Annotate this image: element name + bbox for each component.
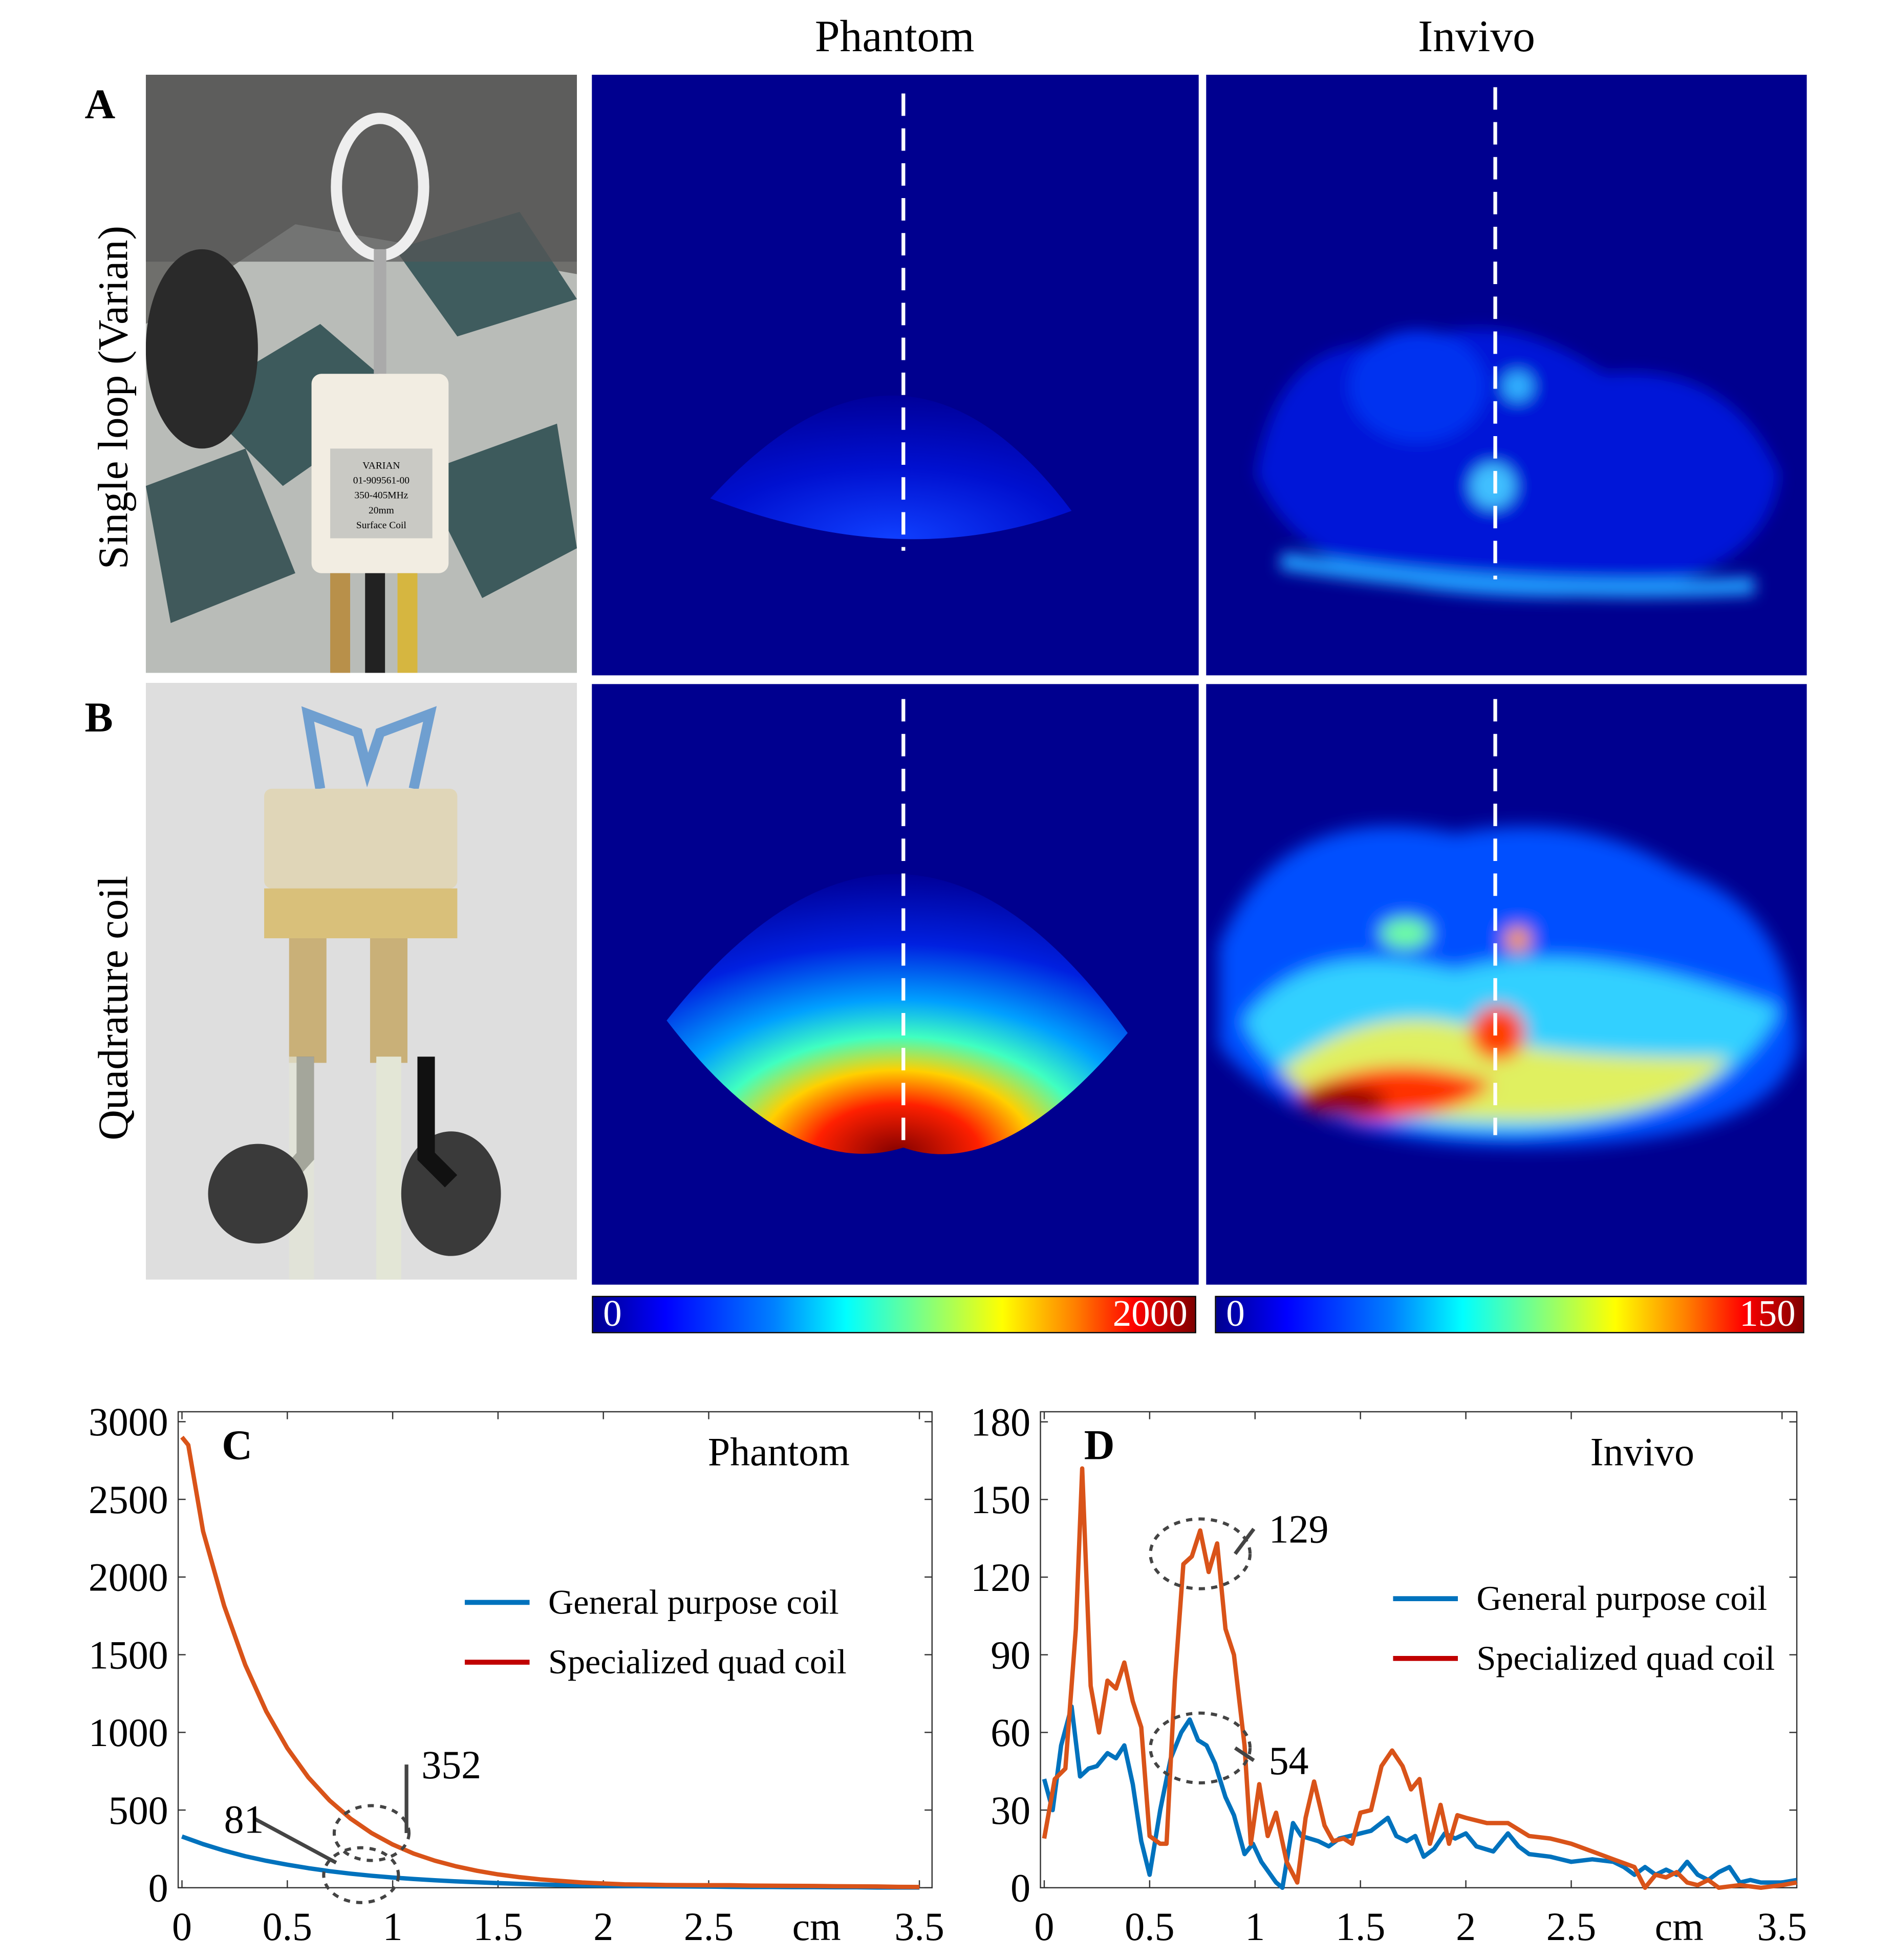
x-tick-label: 2.5 xyxy=(684,1905,734,1949)
x-axis-label: cm xyxy=(792,1905,841,1949)
y-tick-label: 500 xyxy=(109,1789,168,1833)
column-header-phantom: Phantom xyxy=(814,11,975,61)
series-line-general-coil xyxy=(1042,1704,1797,1890)
x-tick-label: 1 xyxy=(383,1905,403,1949)
coil-label-line: VARIAN xyxy=(362,460,400,471)
y-tick-label: 2500 xyxy=(89,1478,168,1522)
panel-letter-b: B xyxy=(84,695,113,742)
annotation-arrow xyxy=(254,1817,337,1865)
colorbar-invivo: 0 150 xyxy=(1215,1293,1804,1335)
legend-label: Specialized quad coil xyxy=(1477,1639,1775,1677)
coil-label-line: Surface Coil xyxy=(356,520,406,531)
plot-frame xyxy=(1040,1411,1798,1889)
panel-letter-a: A xyxy=(84,82,116,128)
chart-title: Invivo xyxy=(1590,1430,1694,1474)
coil-label-line: 350-405MHz xyxy=(354,490,408,501)
x-tick-label: 3.5 xyxy=(1757,1905,1807,1949)
map-phantom-single-loop xyxy=(592,75,1199,676)
x-tick-label: 2.5 xyxy=(1546,1905,1596,1949)
y-tick-label: 0 xyxy=(148,1866,168,1910)
annotation-value: 81 xyxy=(224,1797,264,1841)
annotation-ellipse xyxy=(332,1804,411,1862)
column-header-invivo: Invivo xyxy=(1418,11,1535,61)
photo-single-loop-coil: VARIAN 01-909561-00 350-405MHz 20mm Surf… xyxy=(145,75,577,673)
y-tick-label: 1500 xyxy=(89,1633,168,1677)
x-tick-label: 0.5 xyxy=(263,1905,312,1949)
annotation-arrow xyxy=(1233,1527,1256,1555)
legend-label: Specialized quad coil xyxy=(548,1642,847,1681)
photo-quadrature-coil xyxy=(145,682,577,1280)
map-phantom-quadrature xyxy=(592,684,1199,1285)
y-tick-label: 180 xyxy=(971,1400,1030,1444)
y-tick-label: 120 xyxy=(971,1556,1030,1600)
annotation-value: 54 xyxy=(1269,1739,1309,1783)
x-tick-label: 0.5 xyxy=(1125,1905,1174,1949)
colorbar-min: 0 xyxy=(603,1293,622,1335)
chart-title: Phantom xyxy=(708,1430,850,1474)
x-axis-label: cm xyxy=(1655,1905,1704,1949)
series-line-quad-coil xyxy=(1042,1466,1797,1890)
y-tick-label: 1000 xyxy=(89,1711,168,1755)
annotation-value: 129 xyxy=(1269,1507,1329,1552)
map-invivo-quadrature xyxy=(1206,684,1807,1285)
colorbar-min: 0 xyxy=(1226,1293,1245,1335)
y-tick-label: 60 xyxy=(991,1711,1030,1755)
annotation-ellipse xyxy=(322,1846,400,1904)
panel-letter: D xyxy=(1084,1421,1115,1468)
panel-letter: C xyxy=(222,1421,252,1468)
y-tick-label: 30 xyxy=(991,1789,1030,1833)
x-tick-label: 1 xyxy=(1245,1905,1265,1949)
legend-label: General purpose coil xyxy=(1477,1579,1768,1618)
x-tick-label: 0 xyxy=(172,1905,192,1949)
plot-frame xyxy=(177,1411,933,1889)
y-tick-label: 3000 xyxy=(89,1400,168,1444)
annotation-ellipse xyxy=(1149,1711,1252,1784)
colorbar-phantom: 0 2000 xyxy=(592,1293,1196,1335)
x-tick-label: 1.5 xyxy=(1336,1905,1385,1949)
annotation-arrow xyxy=(1234,1746,1255,1762)
series-line-quad-coil xyxy=(180,1435,920,1889)
coil-label-line: 20mm xyxy=(369,505,394,516)
x-tick-label: 2 xyxy=(1456,1905,1476,1949)
y-tick-label: 150 xyxy=(971,1478,1030,1522)
y-tick-label: 90 xyxy=(991,1633,1030,1677)
coil-label-line: 01-909561-00 xyxy=(353,475,410,486)
x-tick-label: 3.5 xyxy=(894,1905,944,1949)
y-tick-label: 0 xyxy=(1010,1866,1030,1910)
colorbar-max: 2000 xyxy=(1112,1293,1188,1335)
y-tick-label: 2000 xyxy=(89,1556,168,1600)
colorbar-max: 150 xyxy=(1739,1293,1796,1335)
annotation-value: 352 xyxy=(421,1743,481,1787)
x-tick-label: 0 xyxy=(1035,1905,1054,1949)
x-tick-label: 2 xyxy=(593,1905,613,1949)
annotation-ellipse xyxy=(1149,1517,1252,1590)
legend-label: General purpose coil xyxy=(548,1582,839,1621)
map-invivo-single-loop xyxy=(1206,75,1807,676)
x-tick-label: 1.5 xyxy=(473,1905,523,1949)
